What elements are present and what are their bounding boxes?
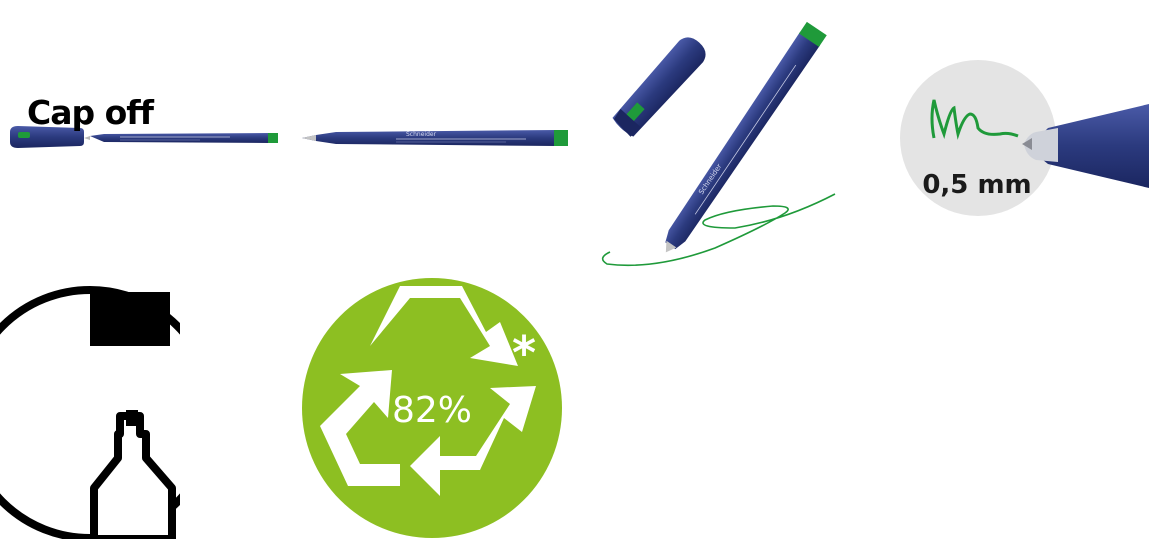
pen-writing-image: Schneider (601, 21, 836, 267)
recycle-icon (302, 278, 562, 538)
pen-tip-closeup-image (900, 60, 1149, 216)
pen-open-image: Schneider (302, 130, 568, 146)
tip-size-label: 0,5 mm (922, 170, 1032, 200)
cap-off-label: Cap off (27, 93, 154, 132)
cap-off-icon (0, 286, 180, 539)
pen-capped-image (10, 126, 278, 148)
svg-text:Schneider: Schneider (406, 131, 437, 138)
recycled-footnote-marker: * (512, 326, 537, 380)
recycled-percent: 82% (391, 390, 472, 431)
